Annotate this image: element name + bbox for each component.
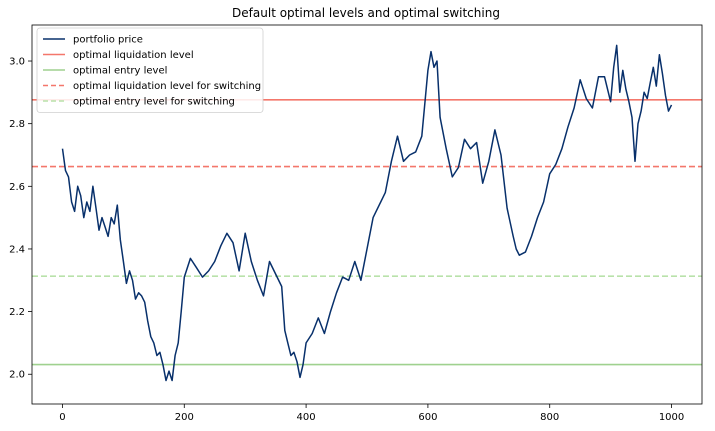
plot-area: 0 200 400 600 800 1000 2.0 2.2 2.4 2.6 2.8 3.0 portf… xyxy=(9,24,703,423)
legend-label: optimal liquidation level for switching xyxy=(73,81,261,92)
legend-label: optimal liquidation level xyxy=(73,50,194,61)
y-tick-label: 2.8 xyxy=(9,119,25,130)
legend-label: optimal entry level for switching xyxy=(73,97,235,108)
x-tick-label: 0 xyxy=(59,412,65,423)
y-tick-label: 2.4 xyxy=(9,244,25,255)
y-tick-label: 2.0 xyxy=(9,370,25,381)
x-tick-label: 200 xyxy=(175,412,194,423)
y-tick-label: 3.0 xyxy=(9,57,25,68)
chart-title: Default optimal levels and optimal switc… xyxy=(232,6,500,20)
y-tick-label: 2.2 xyxy=(9,307,25,318)
axes-frame xyxy=(31,24,703,405)
y-tick-label: 2.6 xyxy=(9,182,25,193)
x-tick-label: 400 xyxy=(297,412,316,423)
x-tick-label: 1000 xyxy=(659,412,684,423)
legend-box xyxy=(36,27,264,113)
series-line-0 xyxy=(61,44,673,382)
legend-label: optimal entry level xyxy=(73,66,167,77)
x-tick-label: 600 xyxy=(418,412,437,423)
legend-label: portfolio price xyxy=(73,35,143,46)
x-tick-label: 800 xyxy=(540,412,559,423)
